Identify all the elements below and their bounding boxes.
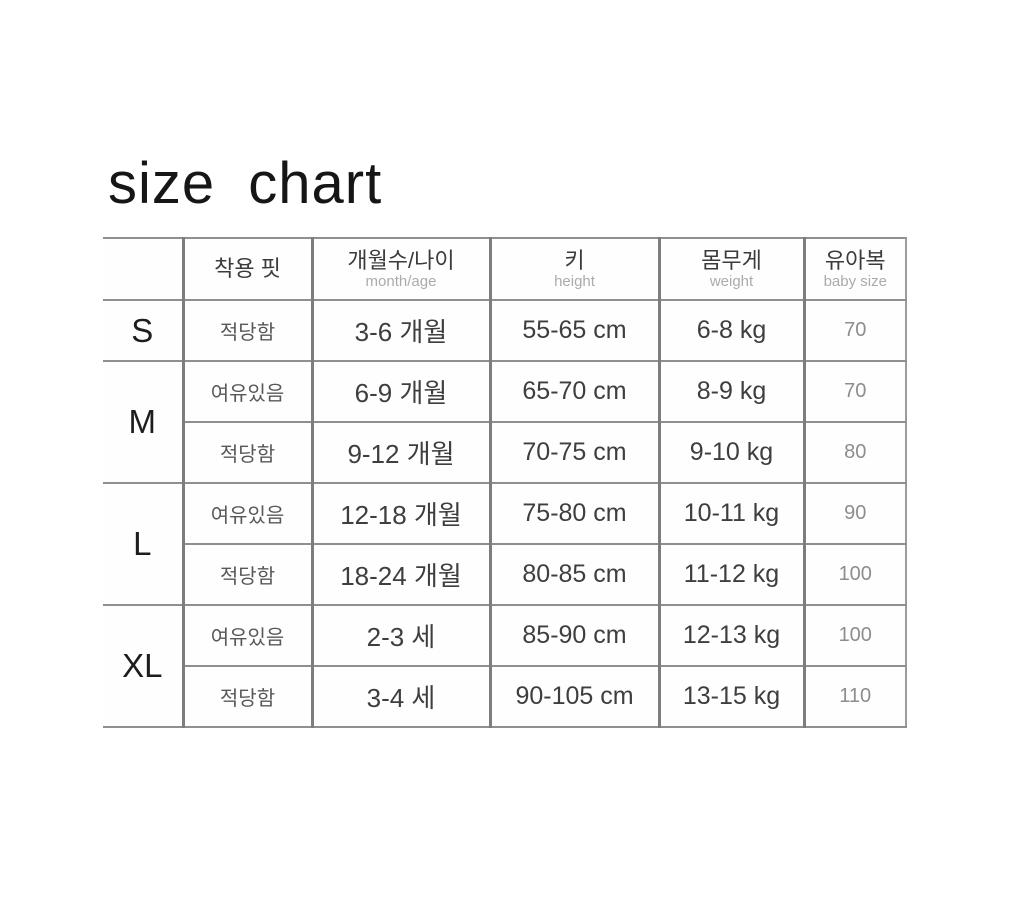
header-row: 착용 핏 개월수/나이 month/age 키 height 몸무게 weigh… [103, 237, 907, 301]
cell-fit: 적당함 [181, 543, 312, 606]
cell-baby-size: 80 [802, 421, 907, 484]
header-fit: 착용 핏 [181, 237, 312, 301]
header-fit-label: 착용 핏 [214, 255, 281, 281]
table-row-xl1: XL 여유있음 2-3 세 85-90 cm 12-13 kg 100 [103, 604, 907, 728]
cell-weight: 11-12 kg [657, 543, 804, 606]
size-cell-m: M [103, 360, 183, 484]
header-baby-size-sublabel: baby size [823, 272, 887, 290]
header-weight-label: 몸무게 [701, 247, 762, 273]
cell-weight: 8-9 kg [657, 360, 804, 423]
cell-height: 55-65 cm [488, 299, 659, 362]
size-chart-table: 착용 핏 개월수/나이 month/age 키 height 몸무게 weigh… [103, 237, 907, 728]
header-baby-size: 유아복 baby size [802, 237, 907, 301]
cell-age: 6-9 개월 [310, 360, 490, 423]
header-height-label: 키 [564, 247, 585, 273]
table-row-m2: 적당함 9-12 개월 70-75 cm 9-10 kg 80 [103, 421, 907, 484]
cell-age: 12-18 개월 [310, 482, 490, 545]
cell-fit: 여유있음 [181, 360, 312, 423]
cell-age: 2-3 세 [310, 604, 490, 667]
header-weight: 몸무게 weight [657, 237, 804, 301]
cell-age: 18-24 개월 [310, 543, 490, 606]
table-row-l2: 적당함 18-24 개월 80-85 cm 11-12 kg 100 [103, 543, 907, 606]
cell-fit: 적당함 [181, 665, 312, 728]
table-row-m1: M 여유있음 6-9 개월 65-70 cm 8-9 kg 70 [103, 360, 907, 484]
cell-height: 90-105 cm [488, 665, 659, 728]
cell-weight: 10-11 kg [657, 482, 804, 545]
table-row-s: S 적당함 3-6 개월 55-65 cm 6-8 kg 70 [103, 299, 907, 362]
cell-height: 85-90 cm [488, 604, 659, 667]
cell-baby-size: 90 [802, 482, 907, 545]
header-baby-size-label: 유아복 [824, 247, 886, 273]
header-weight-sublabel: weight [709, 272, 754, 290]
size-cell-l: L [103, 482, 183, 606]
cell-baby-size: 100 [802, 543, 907, 606]
header-age-sublabel: month/age [365, 272, 437, 290]
cell-fit: 여유있음 [181, 604, 312, 667]
cell-baby-size: 110 [802, 665, 907, 728]
cell-weight: 6-8 kg [657, 299, 804, 362]
cell-age: 3-6 개월 [310, 299, 490, 362]
cell-fit: 여유있음 [181, 482, 312, 545]
table-row-xl2: 적당함 3-4 세 90-105 cm 13-15 kg 110 [103, 665, 907, 728]
cell-baby-size: 70 [802, 299, 907, 362]
header-corner-cell [103, 237, 183, 301]
header-age: 개월수/나이 month/age [310, 237, 490, 301]
cell-fit: 적당함 [181, 421, 312, 484]
cell-weight: 12-13 kg [657, 604, 804, 667]
cell-weight: 9-10 kg [657, 421, 804, 484]
cell-age: 9-12 개월 [310, 421, 490, 484]
cell-height: 65-70 cm [488, 360, 659, 423]
size-cell-s: S [103, 299, 183, 362]
cell-height: 70-75 cm [488, 421, 659, 484]
header-height: 키 height [488, 237, 659, 301]
cell-weight: 13-15 kg [657, 665, 804, 728]
header-age-label: 개월수/나이 [347, 247, 455, 273]
cell-baby-size: 70 [802, 360, 907, 423]
table-row-l1: L 여유있음 12-18 개월 75-80 cm 10-11 kg 90 [103, 482, 907, 606]
cell-baby-size: 100 [802, 604, 907, 667]
header-height-sublabel: height [554, 272, 595, 290]
size-cell-xl: XL [103, 604, 183, 728]
cell-height: 80-85 cm [488, 543, 659, 606]
cell-height: 75-80 cm [488, 482, 659, 545]
page-title: size chart [108, 151, 383, 216]
cell-fit: 적당함 [181, 299, 312, 362]
cell-age: 3-4 세 [310, 665, 490, 728]
